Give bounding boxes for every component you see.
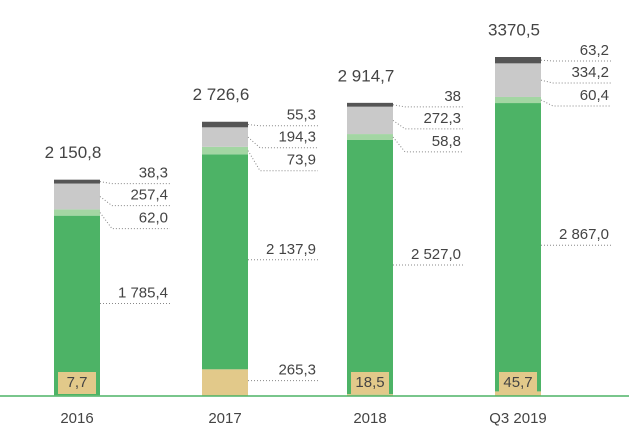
bar-segment — [54, 215, 100, 396]
bar-segment — [54, 179, 100, 184]
label-box — [499, 372, 537, 394]
x-tick-label: 2016 — [60, 410, 93, 427]
total-label: 3370,5 — [488, 20, 540, 39]
bar-segment — [202, 154, 248, 370]
bar-segment — [347, 139, 393, 395]
data-label: 2 867,0 — [559, 226, 609, 243]
leader-line — [247, 136, 318, 149]
total-label: 2 726,6 — [193, 85, 250, 104]
total-label: 2 150,8 — [45, 143, 102, 162]
bar-segment — [495, 57, 541, 64]
bar-segment — [202, 121, 248, 128]
data-label: 265,3 — [278, 362, 316, 379]
leader-line — [99, 196, 170, 207]
x-tick-label: 2018 — [353, 410, 386, 427]
data-label: 1 785,4 — [118, 284, 168, 301]
bar-segment — [202, 146, 248, 155]
data-label: 45,7 — [503, 374, 532, 391]
bar-segment — [202, 369, 248, 396]
data-label: 194,3 — [278, 129, 316, 146]
data-label: 60,4 — [580, 87, 609, 104]
bar-segment — [495, 96, 541, 104]
data-label: 55,3 — [287, 107, 316, 124]
bar-segment — [347, 106, 393, 135]
data-label: 7,7 — [67, 374, 88, 391]
data-label: 257,4 — [130, 187, 168, 204]
x-tick-label: 2017 — [208, 410, 241, 427]
data-label: 272,3 — [423, 110, 461, 127]
data-label: 18,5 — [355, 374, 384, 391]
leader-line — [392, 104, 463, 108]
bar-segment — [495, 103, 541, 392]
data-label: 334,2 — [571, 64, 609, 81]
bar-segment — [202, 127, 248, 147]
leader-line — [247, 124, 318, 127]
data-label: 2 137,9 — [266, 241, 316, 258]
bar-segment — [54, 209, 100, 216]
label-box — [58, 372, 96, 394]
data-label: 38 — [444, 88, 461, 105]
label-box — [351, 372, 389, 394]
data-label: 73,9 — [287, 152, 316, 169]
bar-segment — [54, 183, 100, 210]
data-label: 38,3 — [139, 165, 168, 182]
data-label: 62,0 — [139, 210, 168, 227]
data-label: 58,8 — [432, 133, 461, 150]
leader-line — [540, 79, 611, 84]
leader-line — [99, 181, 170, 185]
data-label: 2 527,0 — [411, 246, 461, 263]
bar-segment — [347, 134, 393, 140]
bar-segment — [347, 102, 393, 107]
leader-line — [540, 59, 611, 62]
bar-segment — [495, 63, 541, 97]
total-label: 2 914,7 — [338, 66, 395, 85]
data-label: 63,2 — [580, 42, 609, 59]
x-tick-label: Q3 2019 — [489, 410, 547, 427]
bar-segment — [347, 394, 393, 396]
leader-line — [99, 212, 170, 230]
leader-line — [392, 136, 463, 153]
